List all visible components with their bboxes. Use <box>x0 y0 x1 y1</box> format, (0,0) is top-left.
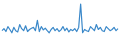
plot-area <box>2 4 118 33</box>
line <box>2 4 118 33</box>
chart <box>0 0 120 45</box>
